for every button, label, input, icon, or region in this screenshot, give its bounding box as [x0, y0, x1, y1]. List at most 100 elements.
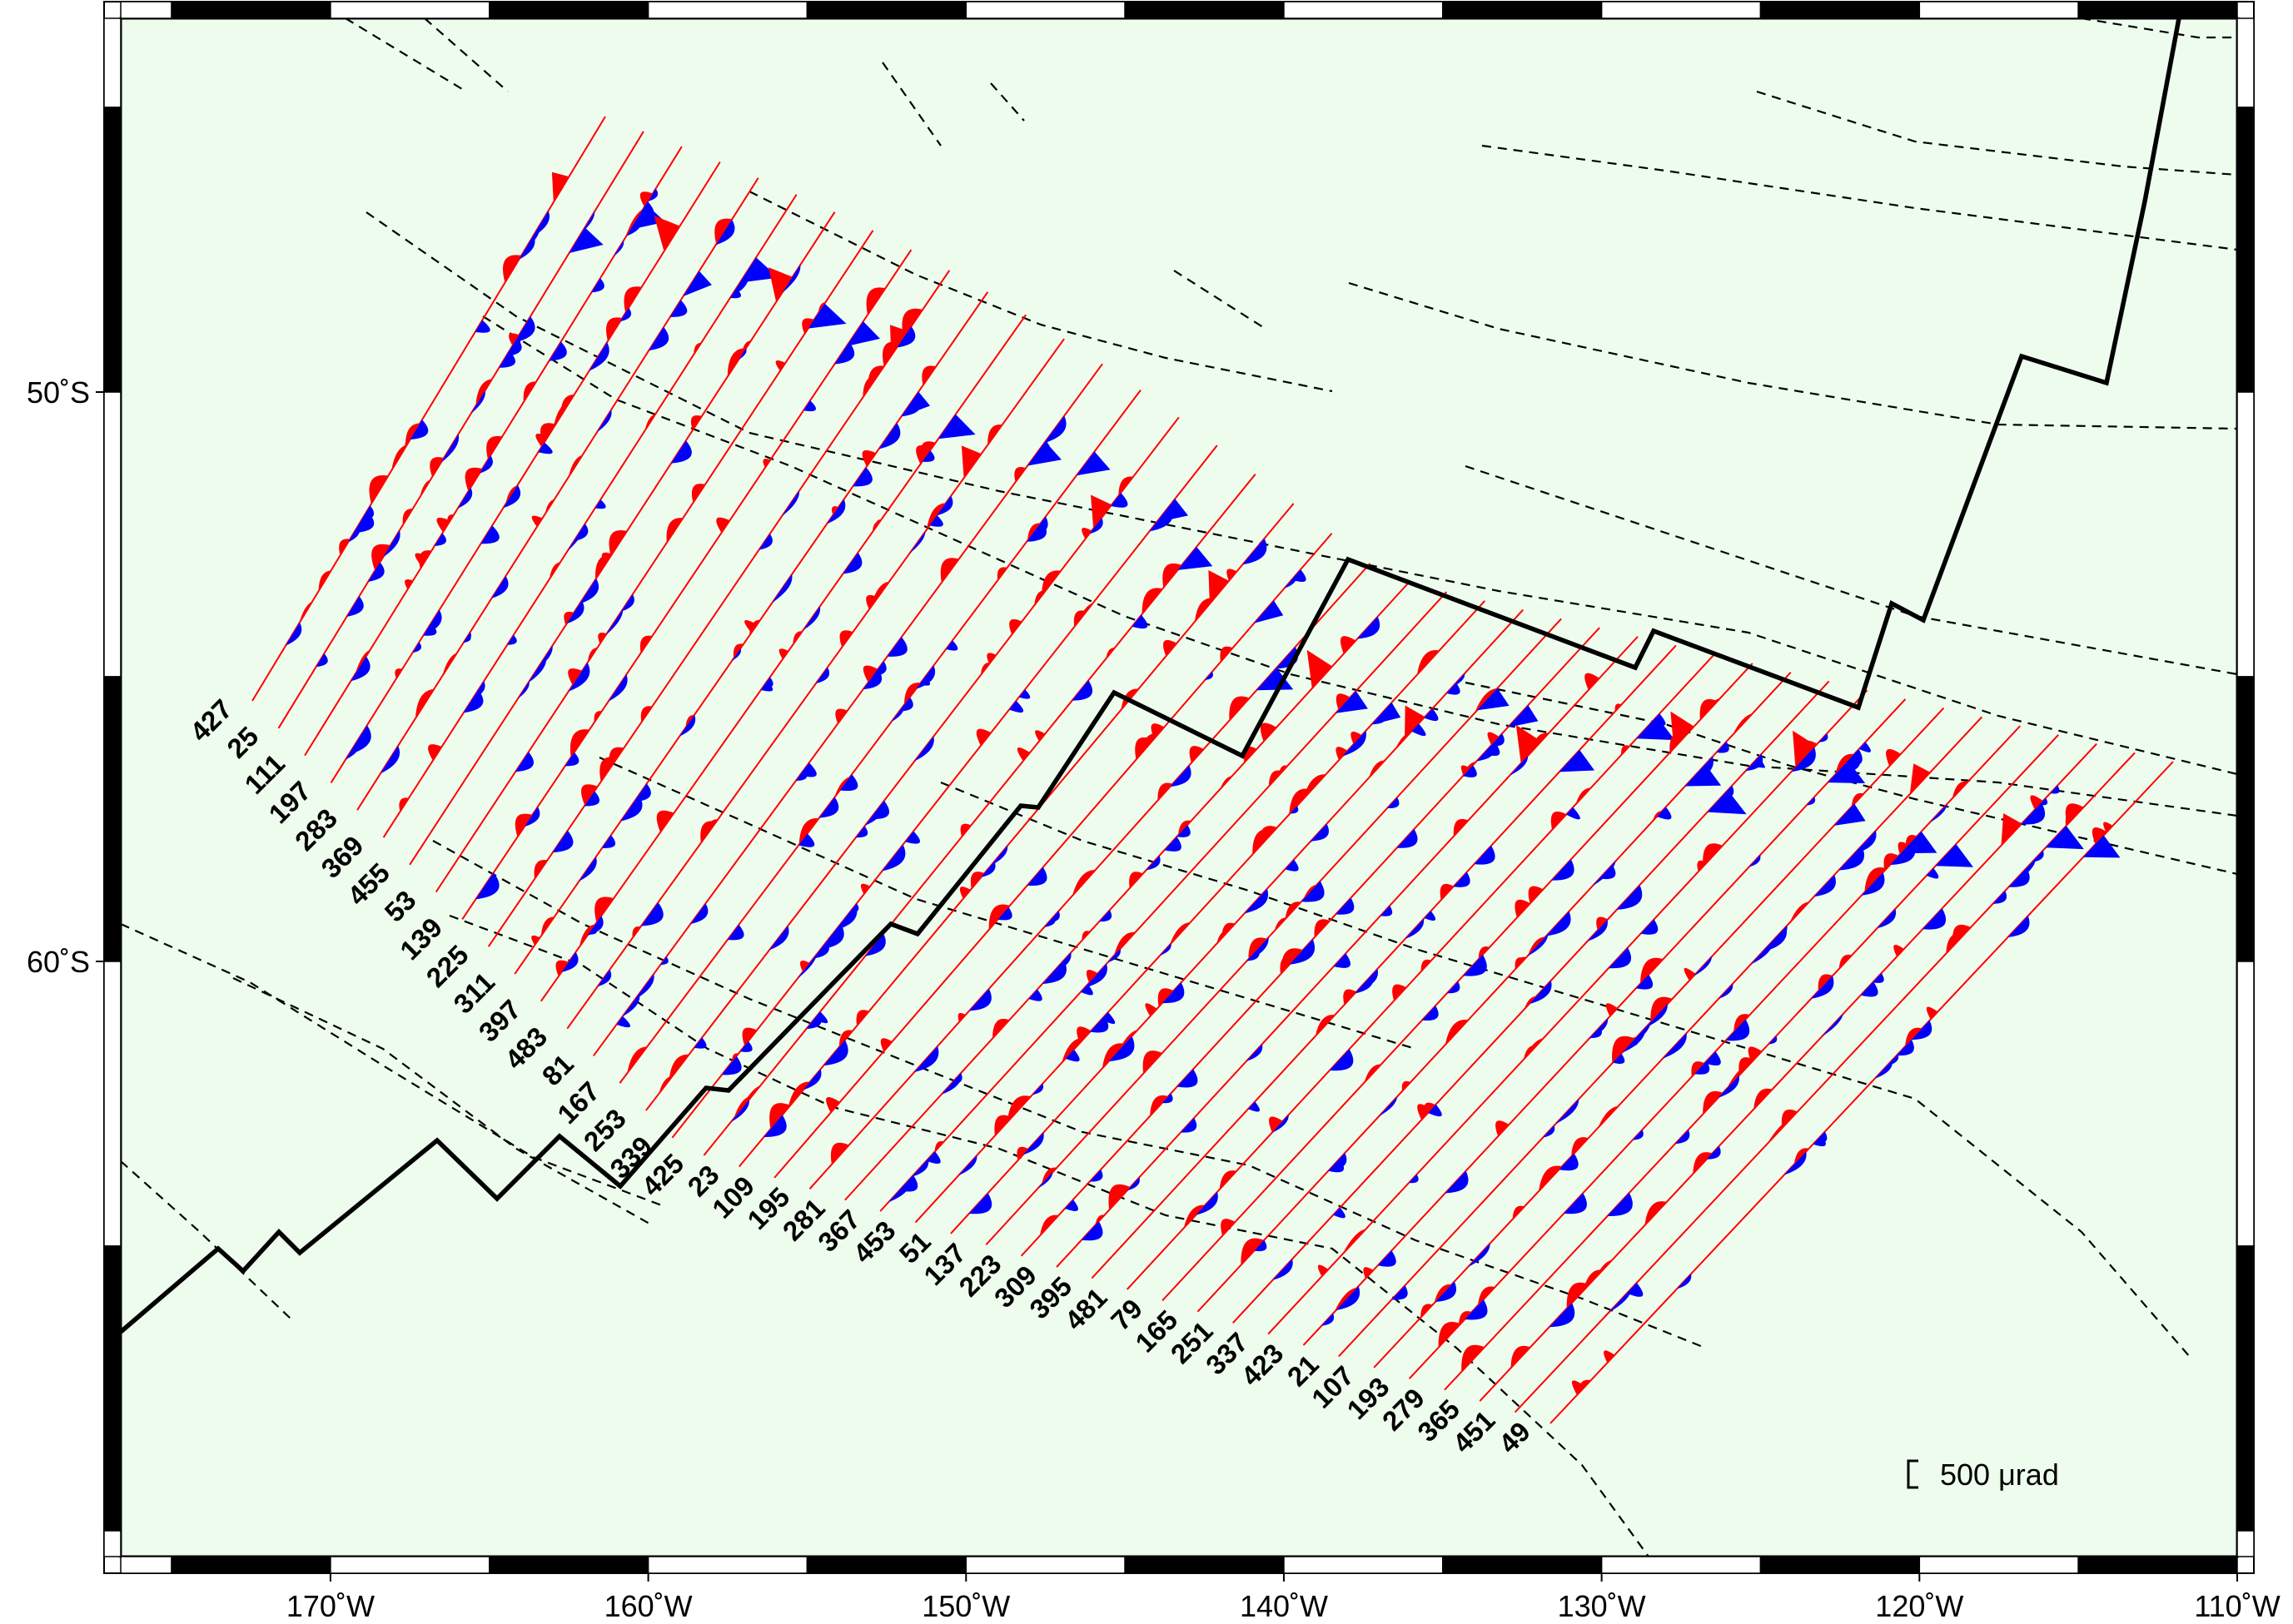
frame-bar-bottom [1283, 1556, 1444, 1574]
negative-deflection [727, 924, 744, 941]
negative-deflection [1065, 1049, 1080, 1062]
negative-deflection [1929, 803, 1947, 823]
negative-deflection [929, 515, 943, 527]
positive-deflection [799, 960, 810, 972]
negative-deflection [641, 902, 664, 926]
negative-deflection [1333, 1207, 1345, 1219]
negative-deflection [1161, 1093, 1173, 1104]
negative-deflection [346, 596, 364, 617]
positive-deflection [559, 176, 570, 194]
frame-bar-top [1124, 1, 1285, 19]
negative-deflection [838, 906, 854, 927]
profile-baseline [277, 131, 644, 729]
positive-deflection [1072, 870, 1096, 896]
positive-deflection [1652, 811, 1663, 822]
positive-deflection [880, 1038, 893, 1052]
positive-deflection [509, 333, 520, 346]
negative-deflection [569, 227, 604, 253]
positive-deflection [763, 459, 771, 468]
negative-deflection [507, 634, 517, 645]
positive-deflection [549, 562, 560, 579]
negative-deflection [834, 342, 855, 365]
positive-deflection [839, 630, 853, 648]
negative-deflection [503, 484, 521, 509]
negative-deflection [1176, 1069, 1198, 1088]
negative-deflection [797, 953, 818, 979]
positive-deflection [399, 797, 409, 812]
positive-deflection [534, 860, 548, 880]
negative-deflection [1613, 1053, 1625, 1065]
positive-deflection [1898, 842, 1909, 855]
negative-deflection [818, 797, 839, 818]
frame-bar-right [2236, 107, 2255, 393]
positive-deflection [744, 620, 758, 633]
negative-deflection [1718, 1075, 1739, 1098]
negative-deflection [739, 348, 747, 360]
negative-deflection [1551, 859, 1574, 881]
negative-deflection [660, 956, 669, 966]
negative-deflection [798, 833, 815, 847]
positive-deflection [1440, 883, 1454, 901]
negative-deflection [997, 906, 1012, 921]
negative-deflection [1064, 1199, 1078, 1211]
negative-deflection [1177, 546, 1213, 570]
negative-deflection [1463, 954, 1487, 976]
negative-deflection [1609, 947, 1632, 969]
negative-deflection [634, 973, 654, 1000]
ship-track [882, 62, 942, 147]
positive-deflection [1129, 872, 1143, 889]
frame-bar-bottom [1124, 1556, 1285, 1574]
negative-deflection [552, 830, 574, 853]
deflection-profile [382, 194, 798, 838]
deflection-profile [914, 600, 1486, 1224]
positive-deflection [959, 886, 971, 899]
positive-deflection [862, 449, 877, 467]
deflection-profile [1408, 725, 2022, 1380]
deflection-profile [251, 116, 606, 702]
positive-deflection [1612, 1035, 1635, 1064]
positive-deflection [957, 1013, 966, 1022]
profile-baseline [671, 444, 1218, 1139]
negative-deflection [634, 783, 651, 802]
profile-baseline [1549, 761, 2174, 1424]
negative-deflection [1587, 919, 1608, 941]
ship-track [940, 781, 2191, 1358]
ship-track [432, 840, 1708, 1350]
frame-bar-right [2236, 391, 2255, 678]
negative-deflection [1828, 760, 1866, 783]
negative-deflection [1858, 742, 1871, 752]
positive-deflection [1838, 954, 1853, 969]
y-tick-label: 60˚S [27, 945, 90, 979]
negative-deflection [782, 264, 801, 294]
negative-deflection [1342, 730, 1366, 757]
negative-deflection [1037, 1172, 1053, 1189]
negative-deflection [537, 645, 553, 669]
negative-deflection [316, 653, 328, 668]
positive-deflection [1515, 1347, 1529, 1362]
positive-deflection [666, 518, 684, 543]
negative-deflection [739, 257, 778, 283]
positive-deflection [2103, 822, 2113, 833]
negative-deflection [1564, 1193, 1587, 1214]
negative-deflection [594, 499, 606, 509]
negative-deflection [2050, 785, 2060, 794]
positive-deflection [1248, 937, 1267, 960]
positive-deflection [1478, 946, 1490, 960]
negative-deflection [1248, 1101, 1261, 1112]
negative-deflection [1922, 908, 1947, 930]
frame-bar-left [103, 676, 122, 962]
negative-deflection [1684, 764, 1722, 787]
positive-deflection [415, 553, 429, 567]
negative-deflection [1081, 1221, 1103, 1241]
negative-deflection [813, 1011, 828, 1024]
negative-deflection [1632, 1130, 1644, 1140]
positive-deflection [1401, 1080, 1411, 1091]
negative-deflection [938, 414, 976, 440]
negative-deflection [1447, 981, 1460, 994]
positive-deflection [1334, 1287, 1357, 1313]
positive-deflection [1909, 763, 1931, 794]
frame-bar-top [1442, 1, 1603, 19]
positive-deflection [624, 286, 642, 313]
deflection-profile [1126, 653, 1715, 1290]
positive-deflection [1575, 787, 1591, 805]
